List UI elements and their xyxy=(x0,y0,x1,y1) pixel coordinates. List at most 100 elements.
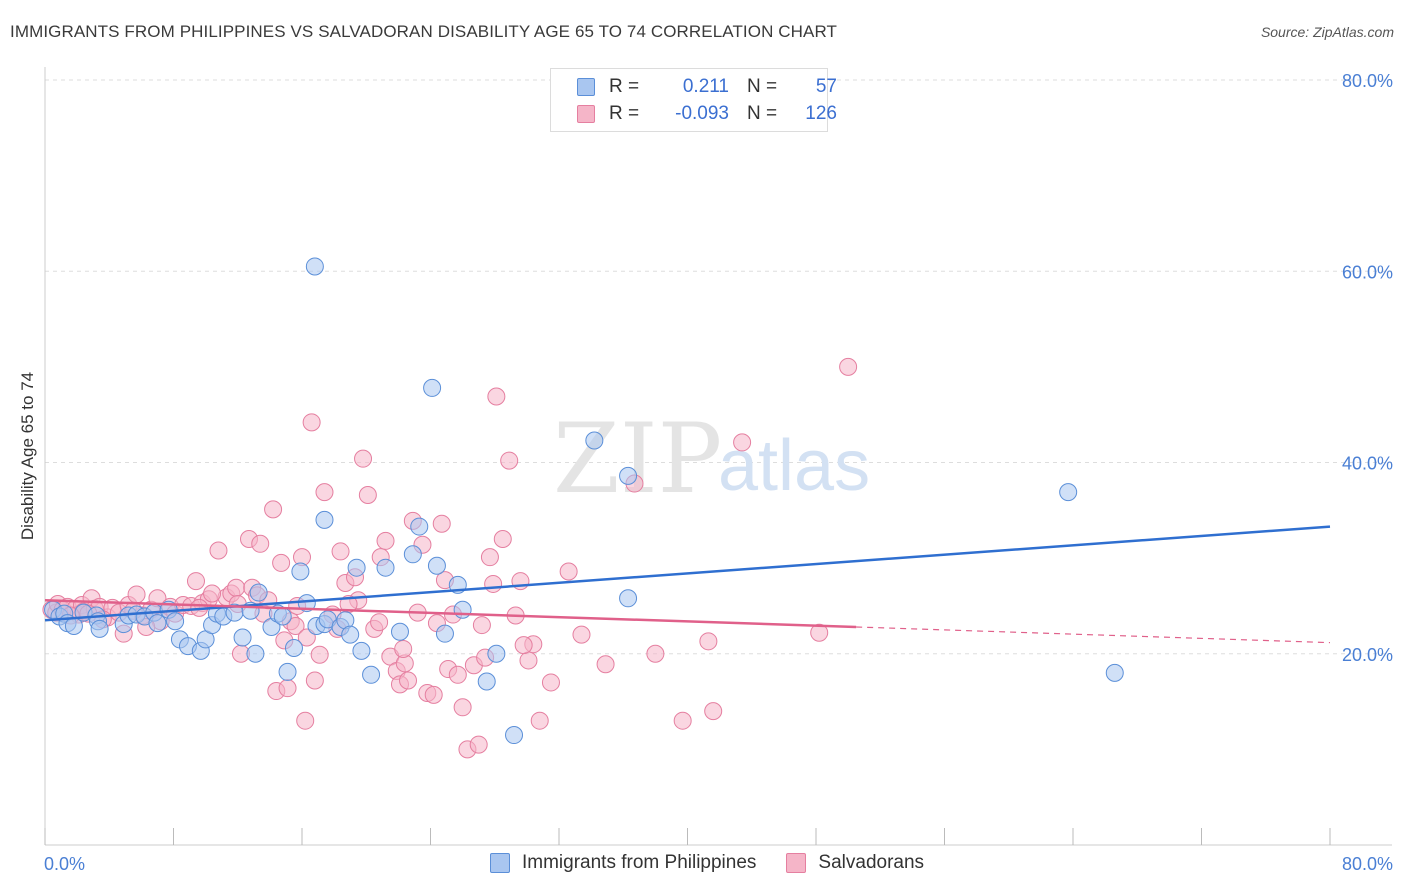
salvadoran-point xyxy=(394,639,413,658)
philippines-trend-line xyxy=(44,525,1331,622)
salvadoran-point xyxy=(519,651,538,670)
y-axis-label: Disability Age 65 to 74 xyxy=(18,372,37,540)
salvadoran-point xyxy=(424,685,443,704)
philippines-point xyxy=(619,589,638,608)
philippines-point xyxy=(477,672,496,691)
x-tick-label: 80.0% xyxy=(1342,854,1393,874)
philippines-point xyxy=(1059,483,1078,502)
x-tick-labels: 0.0% 80.0% xyxy=(44,854,1393,874)
legend-swatch-blue xyxy=(490,853,510,873)
philippines-point xyxy=(376,558,395,577)
philippines-point xyxy=(423,378,442,397)
legend-swatch-pink xyxy=(786,853,807,873)
philippines-point xyxy=(249,583,268,602)
legend-item-salvadorans: Salvadorans xyxy=(786,852,924,874)
chart-title: IMMIGRANTS FROM PHILIPPINES VS SALVADORA… xyxy=(10,22,838,41)
salvadoran-point xyxy=(572,625,591,644)
salvadoran-point xyxy=(500,451,519,470)
salvadoran-point xyxy=(493,530,512,548)
salvadoran-point xyxy=(251,534,270,553)
philippines-point xyxy=(403,545,422,564)
legend-n-label: N = xyxy=(747,76,778,97)
legend-r-label: R = xyxy=(609,76,640,97)
philippines-point xyxy=(352,641,371,660)
salvadoran-point xyxy=(272,553,291,572)
salvadoran-point xyxy=(432,514,451,533)
philippines-point xyxy=(305,257,324,276)
salvadoran-point xyxy=(278,679,297,698)
salvadoran-point xyxy=(733,433,752,452)
y-tick-label: 80.0% xyxy=(1342,71,1393,91)
philippines-point xyxy=(347,558,366,577)
watermark-zip: ZIP xyxy=(553,403,722,515)
philippines-point xyxy=(148,614,167,633)
watermark: ZIP atlas xyxy=(553,403,870,515)
salvadoran-point xyxy=(310,645,329,664)
legend-n-value: 126 xyxy=(805,103,837,124)
philippines-point xyxy=(315,510,334,529)
salvadoran-point xyxy=(203,584,222,603)
philippines-point xyxy=(233,628,252,647)
salvadoran-point xyxy=(487,387,506,406)
legend-label-salvadorans: Salvadorans xyxy=(818,852,925,873)
philippines-point xyxy=(166,612,185,631)
salvadoran-point xyxy=(227,578,246,597)
salvadorans-points xyxy=(42,357,858,759)
chart-source: Source: ZipAtlas.com xyxy=(1260,24,1394,40)
salvadoran-point xyxy=(297,628,316,647)
philippines-point xyxy=(1105,663,1124,682)
salvadoran-point xyxy=(209,541,228,560)
philippines-point xyxy=(291,562,310,581)
salvadoran-point xyxy=(559,562,578,581)
philippines-point xyxy=(619,466,638,485)
legend-r-value: 0.211 xyxy=(682,76,729,97)
salvadoran-point xyxy=(331,542,350,561)
salvadoran-point xyxy=(530,711,549,730)
correlation-legend: R = 0.211 N = 57 R = -0.093 N = 126 xyxy=(550,68,837,132)
salvadoran-point xyxy=(472,616,491,635)
salvadoran-point xyxy=(358,486,377,505)
philippines-point xyxy=(284,639,303,658)
salvadoran-point xyxy=(673,711,692,730)
salvadoran-point xyxy=(514,636,533,655)
salvadoran-point xyxy=(453,698,472,717)
salvadorans-trend-line xyxy=(44,598,857,629)
philippines-point xyxy=(585,431,604,450)
legend-n-label: N = xyxy=(747,103,778,124)
salvadorans-trend-extension xyxy=(856,626,1331,644)
y-tick-labels: 20.0% 40.0% 60.0% 80.0% xyxy=(1342,71,1393,665)
legend-swatch-blue xyxy=(577,78,595,96)
salvadoran-point xyxy=(127,585,146,604)
legend-swatch-pink xyxy=(577,105,595,123)
salvadoran-point xyxy=(286,617,305,636)
salvadoran-point xyxy=(646,644,665,663)
salvadoran-point xyxy=(315,483,334,502)
legend-label-philippines: Immigrants from Philippines xyxy=(522,852,757,873)
salvadoran-point xyxy=(699,632,718,651)
philippines-point xyxy=(435,624,454,643)
y-tick-label: 40.0% xyxy=(1342,454,1393,474)
philippines-point xyxy=(427,556,446,575)
grid-lines xyxy=(45,79,1392,655)
philippines-point xyxy=(90,619,109,638)
salvadoran-point xyxy=(302,413,321,432)
philippines-point xyxy=(273,607,292,626)
legend-item-philippines: Immigrants from Philippines xyxy=(490,852,756,874)
philippines-point xyxy=(278,662,297,681)
philippines-point xyxy=(246,644,265,663)
axes xyxy=(44,67,1392,846)
salvadoran-point xyxy=(376,531,395,550)
salvadoran-point xyxy=(541,673,560,692)
philippines-point xyxy=(297,594,316,613)
series-legend: Immigrants from Philippines Salvadorans xyxy=(490,852,954,874)
philippines-point xyxy=(362,665,381,684)
legend-n-value: 57 xyxy=(815,76,837,97)
trend-lines xyxy=(44,525,1331,644)
salvadoran-point xyxy=(839,357,858,376)
philippines-point xyxy=(505,726,524,745)
y-tick-label: 60.0% xyxy=(1342,262,1393,282)
salvadoran-point xyxy=(186,572,205,591)
philippines-points xyxy=(44,257,1124,745)
y-tick-label: 20.0% xyxy=(1342,645,1393,665)
